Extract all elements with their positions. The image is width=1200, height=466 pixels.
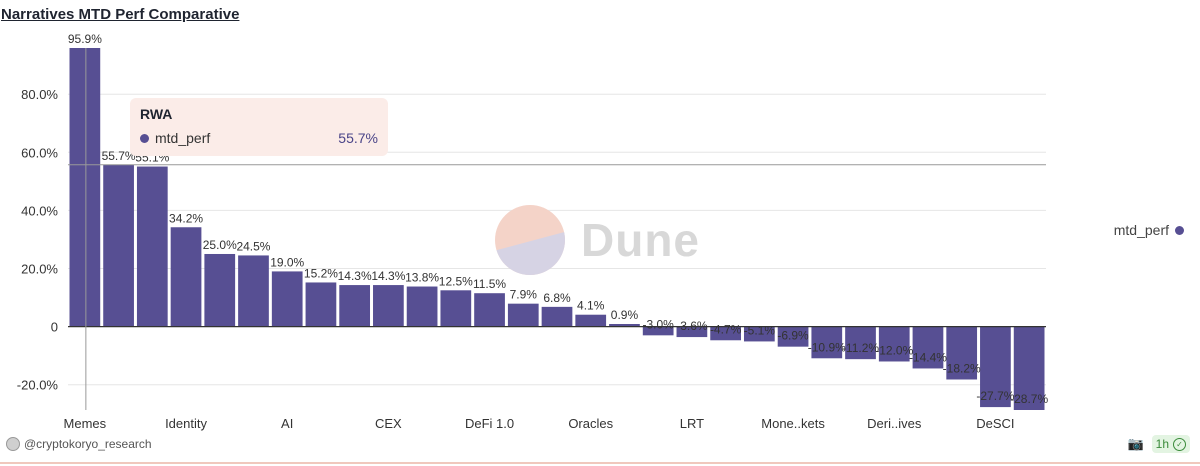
avatar <box>6 437 20 451</box>
author[interactable]: @cryptokoryo_research <box>6 437 152 451</box>
data-label: -14.4% <box>909 350 947 364</box>
watermark-text: Dune <box>581 214 700 266</box>
tooltip-series: mtd_perf <box>155 130 211 146</box>
bar <box>676 326 708 338</box>
x-tick-label: Oracles <box>568 416 613 431</box>
dune-watermark: Dune <box>495 205 700 275</box>
data-label: 19.0% <box>270 255 304 269</box>
data-label: -27.7% <box>976 389 1014 403</box>
y-tick-label: 20.0% <box>21 262 58 277</box>
legend-dot-icon <box>1175 225 1184 235</box>
y-tick-label: 40.0% <box>21 203 58 218</box>
author-name: @cryptokoryo_research <box>24 437 152 451</box>
data-label: 13.8% <box>405 271 439 285</box>
x-tick-label: CEX <box>375 416 402 431</box>
x-tick-label: Identity <box>165 416 207 431</box>
chart-title: Narratives MTD Perf Comparative <box>1 6 240 23</box>
data-label: -5.1% <box>744 323 776 337</box>
bar <box>1013 326 1045 410</box>
y-tick-label: 0 <box>51 320 58 335</box>
data-label: 12.5% <box>439 274 473 288</box>
data-label: 4.1% <box>577 299 605 313</box>
data-label: -6.9% <box>777 329 809 343</box>
bar <box>541 306 573 327</box>
x-tick-label: Mone..kets <box>761 416 825 431</box>
bar <box>440 290 472 327</box>
series-dot-icon <box>140 133 149 143</box>
hover-tooltip: RWA mtd_perf 55.7% <box>130 98 388 156</box>
bar <box>743 326 775 342</box>
bar <box>575 314 607 327</box>
data-label: 95.9% <box>68 32 102 46</box>
bottom-accent-line <box>0 462 1200 464</box>
bar <box>204 253 236 327</box>
data-label: 15.2% <box>304 266 338 280</box>
tooltip-value: 55.7% <box>338 130 378 146</box>
chart-footer: @cryptokoryo_research 📷 1h ✓ <box>0 434 1200 460</box>
bar <box>373 285 404 327</box>
bar <box>69 48 101 327</box>
bar <box>878 326 910 362</box>
check-icon: ✓ <box>1173 437 1186 451</box>
data-label: -3.0% <box>642 317 674 331</box>
bar <box>710 326 741 341</box>
dune-logo-icon <box>495 205 565 275</box>
bar <box>642 326 674 336</box>
x-tick-label: LRT <box>680 416 704 431</box>
bar <box>305 282 337 327</box>
data-label: -11.2% <box>842 341 879 355</box>
data-label: 55.7% <box>102 149 136 163</box>
y-tick-label: 80.0% <box>21 87 58 102</box>
data-label: 7.9% <box>510 288 538 302</box>
tooltip-title: RWA <box>140 106 173 122</box>
data-label: 14.3% <box>371 269 405 283</box>
bar <box>474 293 505 327</box>
legend-label: mtd_perf <box>1113 222 1169 238</box>
y-tick-label: -20.0% <box>17 378 59 393</box>
data-label: -4.7% <box>710 322 742 336</box>
data-label: 34.2% <box>169 211 203 225</box>
data-label: 11.5% <box>473 277 506 291</box>
refresh-interval: 1h <box>1155 437 1169 451</box>
bar <box>103 164 134 327</box>
bar <box>946 326 978 380</box>
bar <box>271 271 303 327</box>
bar <box>845 326 876 360</box>
data-label: -28.7% <box>1010 392 1048 406</box>
bar <box>406 286 438 327</box>
refresh-badge[interactable]: 1h ✓ <box>1151 435 1190 453</box>
chart-legend[interactable]: mtd_perf <box>1114 222 1184 238</box>
data-label: 25.0% <box>203 238 237 252</box>
bar <box>609 324 640 327</box>
x-tick-label: DeFi 1.0 <box>465 416 514 431</box>
x-tick-label: AI <box>281 416 293 431</box>
data-label: -18.2% <box>943 361 981 375</box>
bar <box>238 255 269 327</box>
y-tick-label: 60.0% <box>21 145 58 160</box>
x-tick-label: Deri..ives <box>867 416 922 431</box>
camera-icon[interactable]: 📷 <box>1127 436 1144 451</box>
bar <box>912 326 944 369</box>
data-label: 24.5% <box>236 239 270 253</box>
x-tick-label: DeSCI <box>976 416 1014 431</box>
data-label: 0.9% <box>611 308 639 322</box>
data-label: -10.9% <box>808 340 846 354</box>
data-label: 14.3% <box>338 269 372 283</box>
bar <box>170 227 202 327</box>
data-label: 6.8% <box>543 291 571 305</box>
bar <box>136 166 168 327</box>
data-label: -12.0% <box>875 343 913 357</box>
data-label: -3.6% <box>676 319 708 333</box>
bar <box>507 303 539 327</box>
x-tick-label: Memes <box>64 416 107 431</box>
bar <box>811 326 843 359</box>
bar <box>980 326 1011 408</box>
bar <box>777 326 809 347</box>
bar <box>339 285 371 327</box>
